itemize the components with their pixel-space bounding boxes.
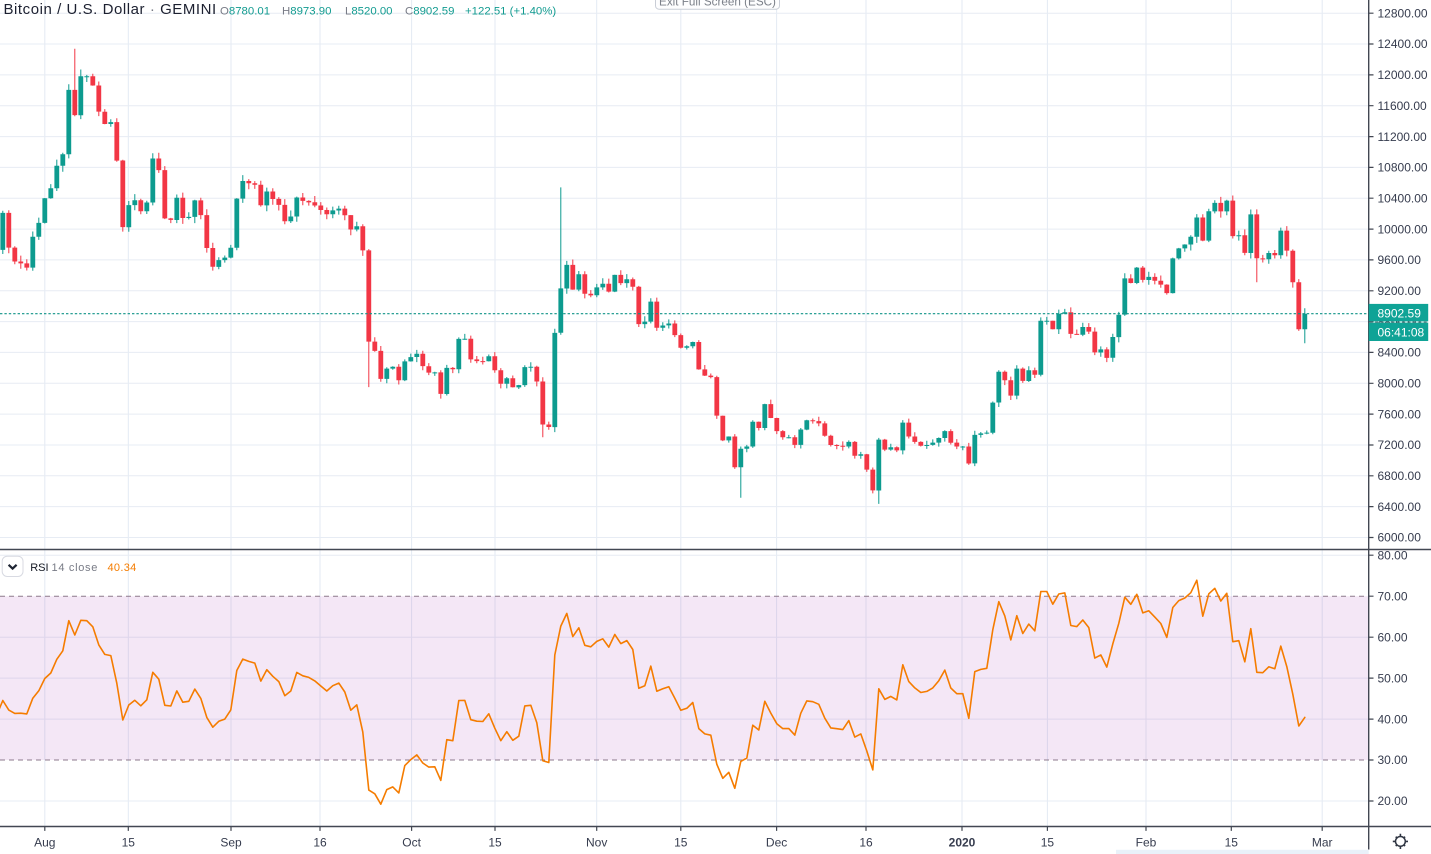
svg-text:50.00: 50.00	[1378, 671, 1408, 685]
svg-text:6800.00: 6800.00	[1378, 469, 1422, 483]
svg-text:Oct: Oct	[402, 836, 421, 850]
svg-text:06:41:08: 06:41:08	[1378, 325, 1425, 339]
svg-text:+122.51 (+1.40%): +122.51 (+1.40%)	[465, 6, 556, 18]
svg-text:O8780.01: O8780.01	[220, 6, 270, 18]
svg-text:30.00: 30.00	[1378, 753, 1408, 767]
svg-text:Dec: Dec	[766, 836, 787, 850]
svg-text:8000.00: 8000.00	[1378, 377, 1422, 391]
svg-text:10400.00: 10400.00	[1378, 191, 1428, 205]
svg-text:9200.00: 9200.00	[1378, 284, 1422, 298]
svg-text:6000.00: 6000.00	[1378, 531, 1422, 545]
svg-text:10000.00: 10000.00	[1378, 222, 1428, 236]
svg-text:14 close: 14 close	[52, 562, 99, 574]
svg-text:15: 15	[122, 836, 136, 850]
svg-text:Exit Full Screen (ESC): Exit Full Screen (ESC)	[659, 0, 776, 8]
svg-text:Mar: Mar	[1312, 836, 1333, 850]
svg-text:Nov: Nov	[586, 836, 607, 850]
svg-text:15: 15	[488, 836, 502, 850]
svg-text:80.00: 80.00	[1378, 548, 1408, 562]
svg-text:40.34: 40.34	[108, 562, 137, 574]
svg-text:40.00: 40.00	[1378, 712, 1408, 726]
svg-text:RSI: RSI	[30, 562, 48, 574]
svg-text:7600.00: 7600.00	[1378, 407, 1422, 421]
svg-text:7200.00: 7200.00	[1378, 438, 1422, 452]
svg-text:Aug: Aug	[34, 836, 55, 850]
svg-text:16: 16	[313, 836, 327, 850]
svg-text:15: 15	[674, 836, 688, 850]
svg-text:2020: 2020	[949, 836, 976, 850]
svg-text:20.00: 20.00	[1378, 794, 1408, 808]
svg-text:12400.00: 12400.00	[1378, 37, 1428, 51]
svg-text:Feb: Feb	[1136, 836, 1157, 850]
svg-text:15: 15	[1225, 836, 1239, 850]
svg-text:12800.00: 12800.00	[1378, 6, 1428, 20]
svg-text:60.00: 60.00	[1378, 630, 1408, 644]
svg-text:H8973.90: H8973.90	[282, 6, 331, 18]
svg-text:9600.00: 9600.00	[1378, 253, 1422, 267]
svg-text:11200.00: 11200.00	[1378, 130, 1427, 144]
svg-text:8902.59: 8902.59	[1378, 306, 1422, 320]
svg-text:11600.00: 11600.00	[1378, 99, 1427, 113]
svg-text:70.00: 70.00	[1378, 589, 1408, 603]
svg-text:C8902.59: C8902.59	[405, 6, 454, 18]
svg-text:8400.00: 8400.00	[1378, 346, 1422, 360]
svg-text:15: 15	[1041, 836, 1055, 850]
svg-text:Bitcoin / U.S. Dollar · GEMINI: Bitcoin / U.S. Dollar · GEMINI	[4, 1, 217, 18]
svg-text:L8520.00: L8520.00	[345, 6, 393, 18]
svg-text:Sep: Sep	[220, 836, 242, 850]
svg-text:6400.00: 6400.00	[1378, 500, 1422, 514]
svg-text:12000.00: 12000.00	[1378, 68, 1428, 82]
svg-text:10800.00: 10800.00	[1378, 161, 1428, 175]
svg-text:16: 16	[859, 836, 873, 850]
